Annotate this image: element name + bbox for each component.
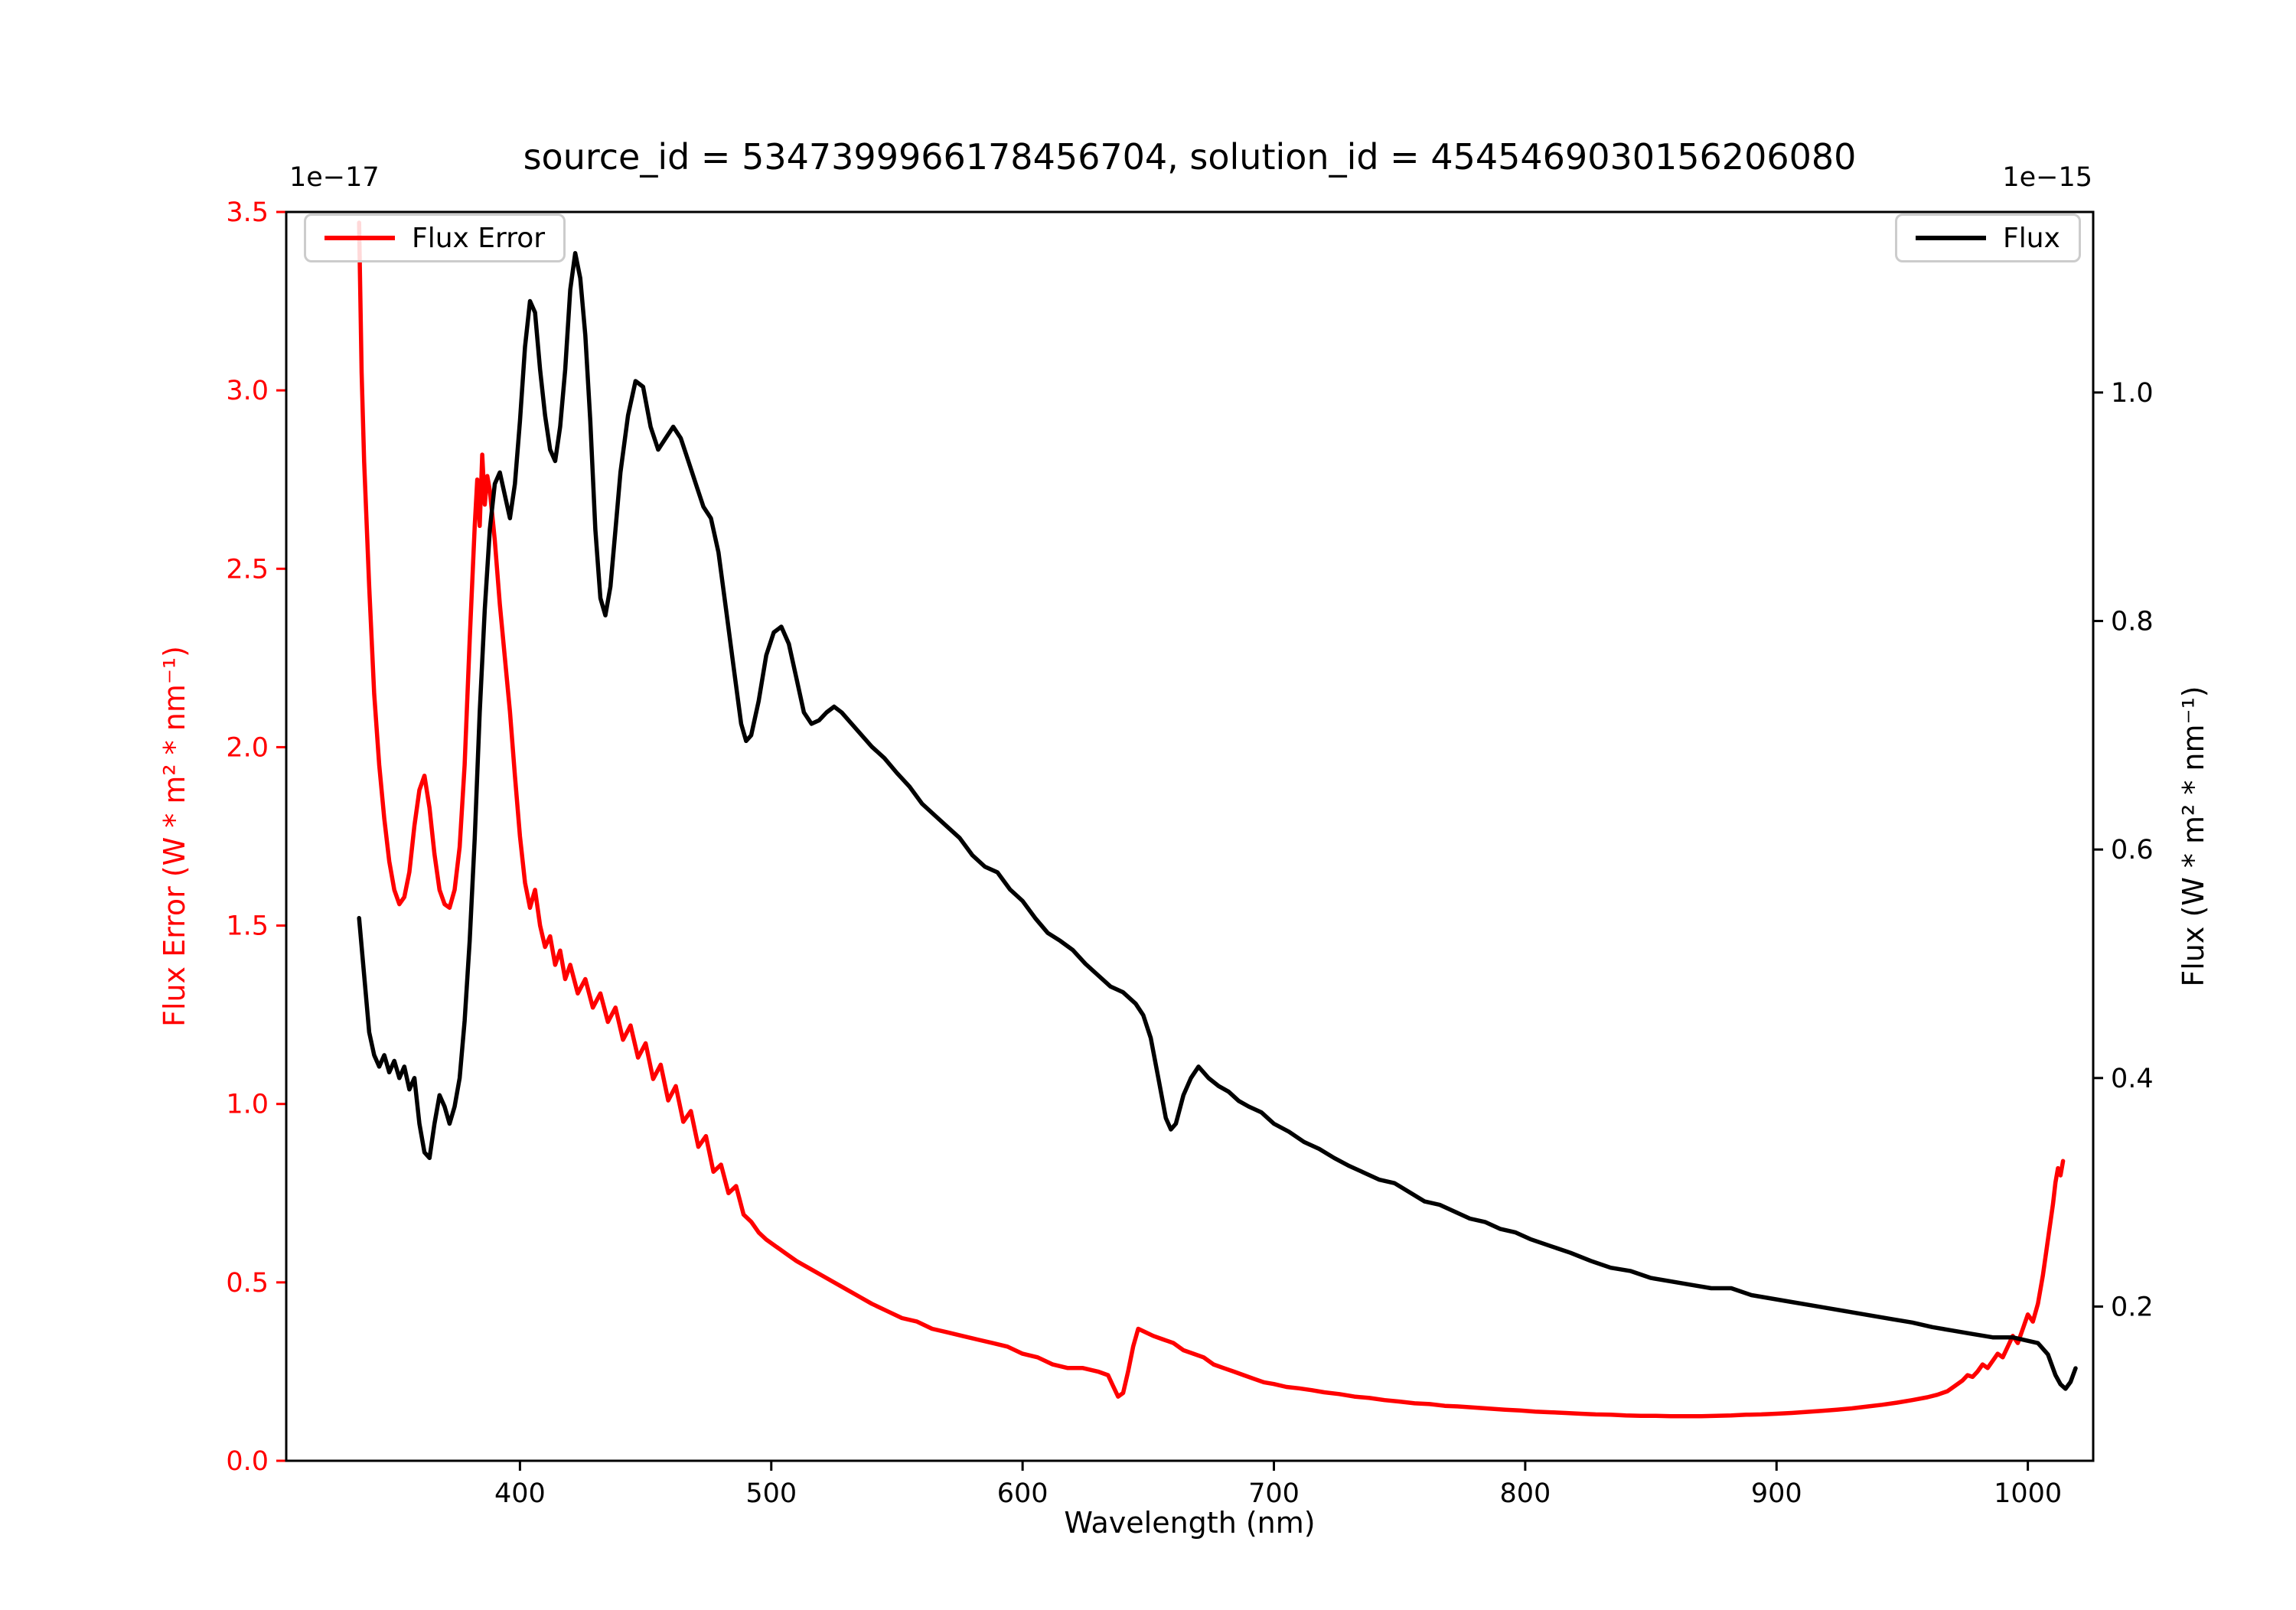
right-y-tick-label: 0.4 [2111, 1064, 2154, 1094]
right-y-tick-label: 0.2 [2111, 1292, 2154, 1322]
flux-error-legend-label: Flux Error [412, 222, 546, 254]
right-y-axis-label: Flux (W * m² * nm⁻¹) [2177, 686, 2210, 987]
flux-error-line [357, 220, 2066, 1419]
x-tick-label: 600 [997, 1478, 1049, 1509]
left-y-axis-label: Flux Error (W * m² * nm⁻¹) [158, 646, 191, 1027]
chart-title: source_id = 5347399966178456704, solutio… [523, 136, 1857, 178]
right-axis-offset-text: 1e−15 [2002, 162, 2092, 193]
legend-flux-error: Flux Error [304, 213, 566, 262]
flux-legend-label: Flux [2003, 222, 2060, 254]
left-y-tick-label: 2.5 [226, 554, 269, 585]
right-y-tick-label: 0.6 [2111, 835, 2154, 865]
left-y-tick-label: 1.0 [226, 1090, 269, 1120]
left-y-tick-label: 2.0 [226, 732, 269, 763]
x-axis-label: Wavelength (nm) [1064, 1506, 1316, 1540]
x-tick-label: 1000 [1994, 1478, 2062, 1509]
axes-frame [285, 210, 2095, 1462]
left-axis-offset-text: 1e−17 [289, 162, 380, 193]
x-tick-label: 700 [1248, 1478, 1300, 1509]
left-y-tick-label: 1.5 [226, 911, 269, 942]
left-y-tick-label: 0.0 [226, 1446, 269, 1477]
right-y-tick-label: 1.0 [2111, 378, 2154, 409]
x-tick-label: 800 [1499, 1478, 1551, 1509]
x-tick-label: 500 [745, 1478, 797, 1509]
x-tick-label: 900 [1751, 1478, 1802, 1509]
right-y-tick-label: 0.8 [2111, 607, 2154, 637]
left-y-tick-label: 3.5 [226, 197, 269, 228]
x-tick-label: 400 [494, 1478, 546, 1509]
legend-flux: Flux [1895, 213, 2081, 262]
left-y-tick-label: 0.5 [226, 1268, 269, 1299]
flux-legend-line [1916, 236, 1986, 240]
flux-error-legend-line [325, 236, 395, 240]
flux-line [357, 251, 2078, 1391]
left-y-tick-label: 3.0 [226, 376, 269, 406]
